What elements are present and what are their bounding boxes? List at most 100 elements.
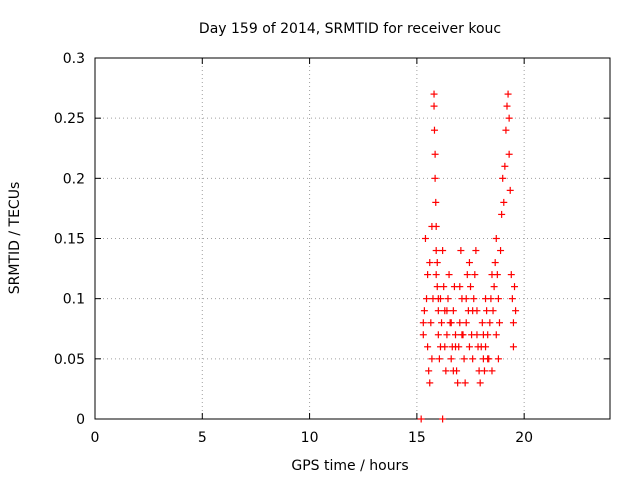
data-point <box>434 331 442 339</box>
data-point <box>431 150 439 158</box>
data-point <box>462 319 470 327</box>
data-point <box>512 307 520 315</box>
data-point <box>501 162 509 170</box>
data-point <box>469 355 477 363</box>
x-tick-label: 5 <box>198 430 207 446</box>
data-point <box>449 307 457 315</box>
y-tick-label: 0.1 <box>63 292 85 308</box>
data-point <box>443 307 451 315</box>
data-point <box>490 283 498 291</box>
x-tick-label: 0 <box>91 430 100 446</box>
data-point <box>433 283 441 291</box>
data-point <box>495 319 503 327</box>
plot-frame <box>94 57 611 420</box>
data-point <box>434 307 442 315</box>
data-point <box>432 247 440 255</box>
y-tick-label: 0 <box>76 412 85 428</box>
data-point <box>457 247 465 255</box>
data-point <box>449 367 457 375</box>
data-point <box>454 379 462 387</box>
data-point <box>476 379 484 387</box>
y-tick-label: 0.05 <box>54 352 85 368</box>
data-point <box>508 295 516 303</box>
data-point <box>445 271 453 279</box>
data-point <box>440 283 448 291</box>
data-point <box>439 247 447 255</box>
data-point <box>452 343 459 351</box>
data-point <box>502 126 510 134</box>
data-point <box>482 343 490 351</box>
data-point <box>452 331 459 339</box>
data-point <box>432 222 440 230</box>
data-point <box>473 331 481 339</box>
data-point <box>494 355 502 363</box>
data-point <box>431 174 439 182</box>
data-point <box>441 343 449 351</box>
data-point <box>419 331 427 339</box>
data-point <box>469 307 477 315</box>
data-point <box>427 319 435 327</box>
data-point <box>421 235 429 242</box>
data-point <box>456 283 464 291</box>
data-point <box>465 343 473 351</box>
data-point <box>504 90 512 98</box>
y-tick-label: 0.3 <box>63 51 85 67</box>
data-point <box>492 235 500 242</box>
data-point <box>435 355 443 363</box>
data-point <box>511 283 519 291</box>
data-point <box>506 186 514 194</box>
data-point <box>442 367 450 375</box>
data-point <box>432 271 440 279</box>
data-point <box>432 198 440 206</box>
data-point <box>460 355 468 363</box>
data-point <box>430 126 438 134</box>
data-point <box>484 355 492 363</box>
data-point <box>456 319 464 327</box>
x-tick-label: 15 <box>408 430 426 446</box>
data-point <box>428 355 436 363</box>
data-point <box>505 150 513 158</box>
data-point <box>489 307 497 315</box>
data-point <box>420 307 428 315</box>
data-point <box>465 259 473 267</box>
chart-title: Day 159 of 2014, SRMTID for receiver kou… <box>199 21 501 37</box>
data-point <box>497 247 505 255</box>
data-point <box>479 331 487 339</box>
data-point <box>467 283 475 291</box>
data-point <box>425 367 433 375</box>
data-point <box>417 415 425 423</box>
data-point <box>426 379 434 387</box>
data-points <box>417 90 520 423</box>
data-point <box>509 319 517 327</box>
x-axis-label: GPS time / hours <box>291 458 408 474</box>
grid <box>95 58 610 419</box>
data-point <box>498 210 506 218</box>
data-point <box>509 343 517 351</box>
data-point <box>447 355 455 363</box>
data-point <box>482 295 490 303</box>
data-point <box>488 367 496 375</box>
data-point <box>438 319 446 327</box>
data-point <box>486 319 494 327</box>
data-point <box>492 331 500 339</box>
data-point <box>472 247 480 255</box>
data-point <box>433 259 441 267</box>
y-tick-label: 0.25 <box>54 111 85 127</box>
data-point <box>426 259 434 267</box>
data-point <box>444 295 452 303</box>
data-point <box>462 295 470 303</box>
tick-labels: 0 0.05 0.1 0.15 0.2 0.25 0.3 0 5 10 15 20 <box>54 51 533 446</box>
data-point <box>423 295 431 303</box>
data-point <box>507 271 515 279</box>
data-point <box>494 295 502 303</box>
data-point <box>458 331 466 339</box>
data-point <box>424 271 432 279</box>
data-point <box>443 331 451 339</box>
data-point <box>471 271 479 279</box>
y-axis-label: SRMTID / TECUs <box>7 182 23 295</box>
data-point <box>499 174 507 182</box>
data-point <box>461 379 469 387</box>
data-point <box>430 90 438 98</box>
data-point <box>463 271 471 279</box>
